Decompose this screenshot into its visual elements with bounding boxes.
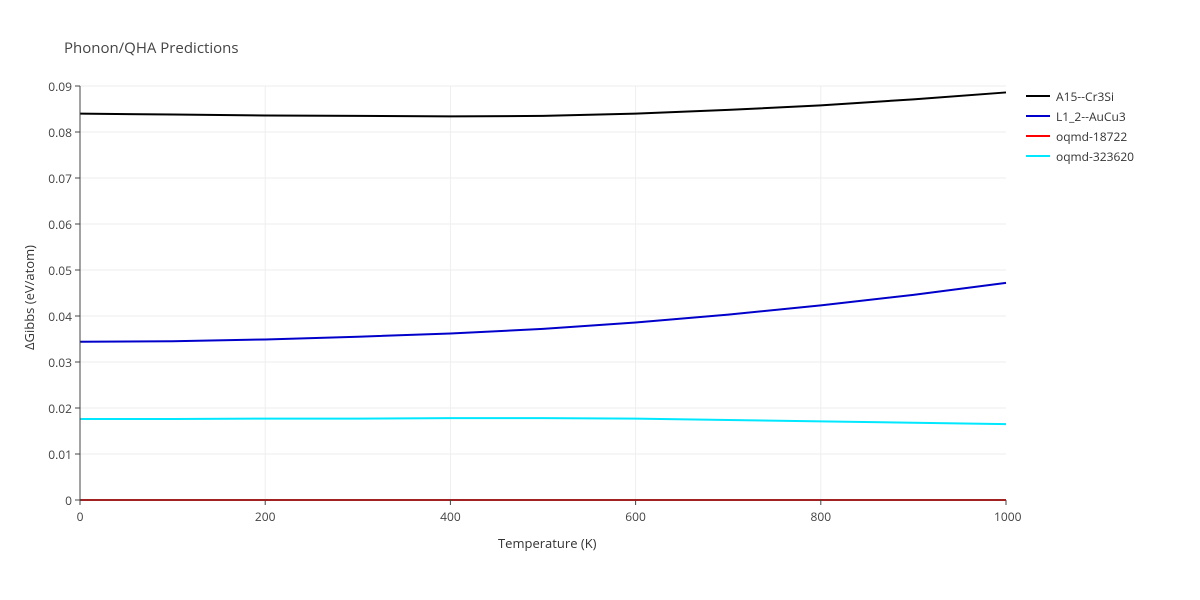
y-tick-label: 0.05 [48,262,72,279]
legend-swatch [1026,95,1050,97]
legend-swatch [1026,115,1050,117]
x-tick-label: 1000 [994,508,1018,525]
legend-label: oqmd-18722 [1056,128,1127,145]
legend-label: A15--Cr3Si [1056,88,1114,105]
y-tick-label: 0.06 [48,216,72,233]
y-tick-label: 0.08 [48,124,72,141]
y-axis-label: ΔGibbs (eV/atom) [20,245,38,350]
legend-item[interactable]: oqmd-323620 [1026,146,1134,166]
series-line[interactable] [80,418,1006,424]
legend-item[interactable]: oqmd-18722 [1026,126,1134,146]
x-tick-label: 600 [624,508,648,525]
y-tick-label: 0.04 [48,308,72,325]
legend: A15--Cr3Si L1_2--AuCu3 oqmd-18722 oqmd-3236… [1026,86,1134,166]
y-tick-label: 0 [65,492,72,509]
legend-label: oqmd-323620 [1056,148,1134,165]
y-tick-label: 0.02 [48,400,72,417]
x-axis-label: Temperature (K) [498,534,597,552]
x-tick-label: 800 [809,508,833,525]
series-line[interactable] [80,283,1006,342]
legend-swatch [1026,135,1050,137]
x-tick-label: 200 [253,508,277,525]
legend-label: L1_2--AuCu3 [1056,108,1126,125]
x-tick-label: 0 [68,508,92,525]
x-tick-label: 400 [438,508,462,525]
series-line[interactable] [80,92,1006,116]
y-tick-label: 0.03 [48,354,72,371]
y-tick-label: 0.09 [48,78,72,95]
y-tick-label: 0.01 [48,446,72,463]
legend-item[interactable]: L1_2--AuCu3 [1026,106,1134,126]
y-tick-label: 0.07 [48,170,72,187]
legend-item[interactable]: A15--Cr3Si [1026,86,1134,106]
legend-swatch [1026,155,1050,157]
